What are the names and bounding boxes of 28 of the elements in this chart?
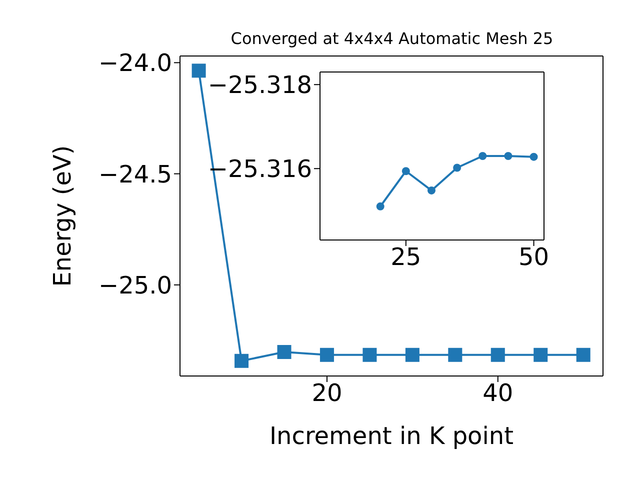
point — [576, 348, 590, 362]
chart-title: Converged at 4x4x4 Automatic Mesh 25 — [230, 29, 554, 48]
point — [234, 354, 249, 368]
point — [320, 348, 334, 362]
y-tick-label: −24.0 — [98, 49, 172, 78]
point — [376, 202, 384, 210]
point — [362, 348, 377, 362]
point — [534, 348, 548, 362]
x-axis-title: Increment in K point — [269, 422, 514, 450]
point — [405, 348, 420, 362]
point — [427, 186, 436, 194]
point — [402, 167, 410, 176]
point — [192, 64, 206, 78]
point — [453, 164, 462, 172]
y-tick-label: −25.318 — [208, 71, 312, 100]
y-tick-label: −25.0 — [98, 271, 172, 300]
point — [530, 152, 538, 161]
x-tick-label: 25 — [390, 243, 422, 272]
y-axis-title: Energy (eV) — [48, 145, 77, 287]
x-tick-label: 50 — [518, 243, 550, 272]
x-tick-label: 40 — [482, 379, 514, 408]
y-tick-label: −24.5 — [98, 160, 172, 188]
point — [448, 348, 462, 362]
point — [277, 345, 292, 359]
point — [478, 152, 487, 160]
point — [490, 348, 505, 362]
point — [504, 152, 512, 160]
x-tick-label: 20 — [312, 379, 342, 408]
